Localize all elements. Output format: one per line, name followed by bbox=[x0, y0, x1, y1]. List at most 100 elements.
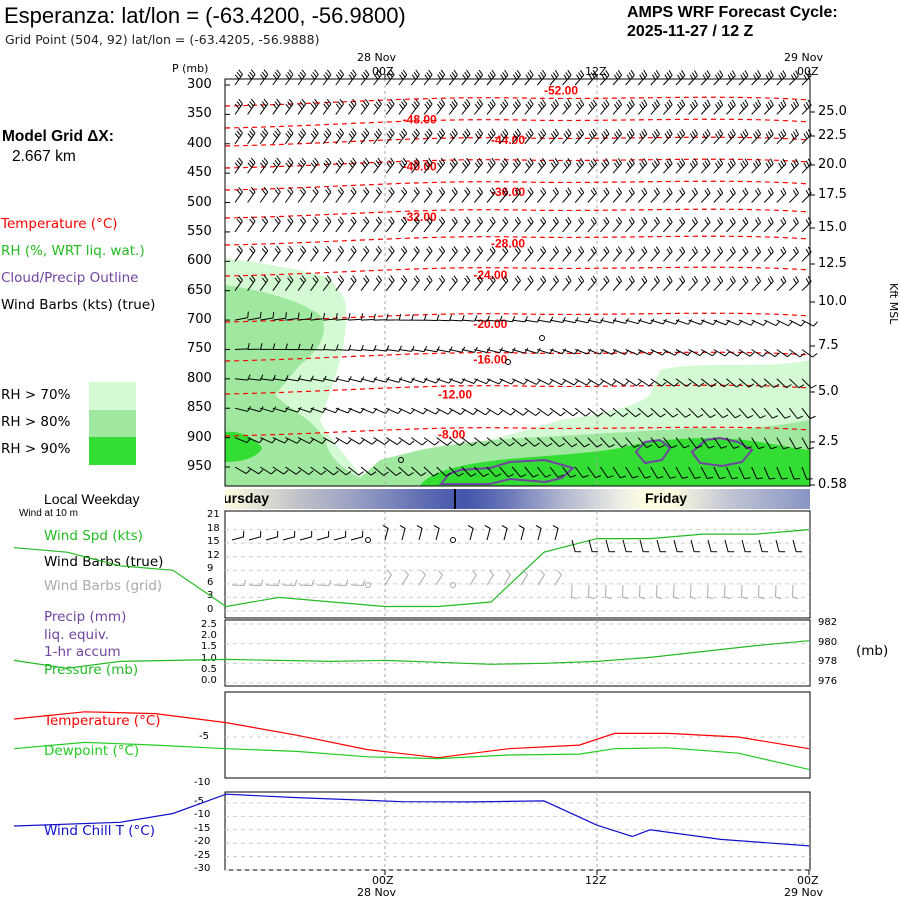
wind-barb bbox=[524, 216, 534, 233]
wind-barb bbox=[625, 378, 642, 387]
wind-barb bbox=[486, 216, 496, 233]
wind-barb bbox=[348, 466, 364, 476]
wind-barb bbox=[285, 343, 301, 351]
wind-barb bbox=[713, 349, 730, 357]
wind-barb bbox=[763, 246, 774, 262]
wind-barb bbox=[612, 466, 627, 479]
wind-barb bbox=[549, 246, 559, 262]
surface-wind-barb bbox=[741, 539, 752, 553]
wind-barb bbox=[234, 128, 243, 145]
wind-barb bbox=[789, 319, 806, 327]
wind-barb bbox=[625, 437, 640, 448]
wind-barb bbox=[776, 437, 790, 450]
pressure-tick-label: 950 bbox=[187, 459, 212, 474]
wind-barb bbox=[486, 128, 496, 145]
wind-barb bbox=[474, 246, 484, 262]
precip-label: Precip (mm) bbox=[44, 609, 127, 625]
wind-barb bbox=[650, 318, 667, 325]
wind-barb bbox=[272, 245, 281, 262]
wind-barb bbox=[726, 129, 736, 145]
wind-barb bbox=[499, 466, 514, 478]
wind-barb bbox=[663, 216, 673, 233]
wind-tick-label: 9 bbox=[207, 563, 214, 575]
wind-barb bbox=[637, 216, 648, 233]
wind-barb bbox=[436, 246, 446, 262]
wind-barb bbox=[411, 216, 420, 233]
wind-barb bbox=[663, 70, 673, 86]
wind-barb bbox=[675, 70, 686, 86]
wind-barb bbox=[310, 312, 325, 321]
wind-barb bbox=[675, 437, 690, 449]
wind-barb bbox=[751, 466, 763, 480]
wind-barb bbox=[486, 157, 496, 174]
legend-temperature: Temperature (°C) bbox=[1, 216, 118, 232]
wind-barb bbox=[587, 275, 597, 292]
wind-barb bbox=[688, 319, 705, 325]
wind-barb bbox=[537, 407, 554, 417]
wind-barb bbox=[386, 345, 402, 352]
wind-barb bbox=[297, 157, 307, 174]
wind-barb bbox=[461, 157, 471, 174]
wind-barb bbox=[234, 342, 250, 350]
wind-barb bbox=[297, 128, 307, 145]
wind-barb bbox=[385, 245, 395, 262]
wind-barb bbox=[461, 216, 471, 233]
wind-barb bbox=[411, 246, 420, 262]
wind-barb bbox=[272, 186, 281, 203]
wind-barb bbox=[738, 99, 749, 115]
calm-wind-circle bbox=[539, 335, 545, 341]
wind-tick-label: 18 bbox=[207, 522, 220, 534]
wind-barb bbox=[448, 246, 458, 262]
wind-barb bbox=[763, 319, 781, 327]
chill-tick-label: -25 bbox=[194, 849, 211, 861]
precip-tick-label: 1.5 bbox=[201, 641, 217, 653]
wind-barb bbox=[323, 407, 340, 414]
wind-barb bbox=[549, 466, 564, 478]
wind-barb bbox=[398, 407, 415, 415]
top-tick-00z-a: 00Z bbox=[372, 65, 394, 78]
wind-barb bbox=[763, 99, 774, 115]
precip-tick-label: 1.0 bbox=[201, 652, 217, 664]
wind-barb bbox=[663, 407, 679, 418]
wind-barb bbox=[650, 158, 660, 174]
surface-wind-barb bbox=[265, 530, 279, 541]
wind-barb bbox=[348, 187, 357, 203]
grid-wind-barb bbox=[570, 584, 578, 600]
wind-barb bbox=[423, 314, 440, 321]
wind-barb bbox=[423, 128, 433, 145]
wind-barb bbox=[348, 69, 357, 86]
wind-tick-label: 15 bbox=[207, 536, 220, 548]
sounding-frame bbox=[224, 78, 811, 487]
precip-accum-label: 1-hr accum bbox=[44, 644, 121, 660]
surface-wind-barb bbox=[605, 539, 616, 553]
wind-barb bbox=[335, 186, 344, 203]
temp-tick-minus10: -10 bbox=[194, 777, 211, 788]
wind-barb bbox=[650, 128, 660, 145]
wind-barb bbox=[612, 216, 623, 233]
wind-barb bbox=[688, 349, 705, 357]
wind-barb bbox=[411, 187, 420, 203]
wind-barbs-grid-label: Wind Barbs (grid) bbox=[44, 578, 163, 594]
wind-barb bbox=[448, 275, 458, 292]
temperature-line bbox=[13, 711, 810, 759]
wind-barb bbox=[272, 275, 281, 291]
wind-barb bbox=[726, 275, 736, 292]
wind-barb bbox=[675, 158, 686, 174]
wind-barb bbox=[751, 158, 762, 174]
wind-barb bbox=[499, 187, 509, 203]
wind-barb bbox=[663, 318, 680, 325]
wind-barb bbox=[423, 407, 441, 415]
wind-barb bbox=[700, 128, 711, 145]
wind-barb bbox=[688, 407, 704, 418]
wind-barb bbox=[637, 128, 648, 145]
surface-wind-barb bbox=[316, 530, 330, 541]
wind-barb bbox=[297, 407, 315, 413]
wind-barb bbox=[713, 158, 724, 174]
wind-barb bbox=[688, 187, 698, 203]
wind-barb bbox=[259, 245, 269, 262]
wind-barb bbox=[726, 407, 741, 419]
wind-barb bbox=[448, 99, 458, 115]
wind-barb bbox=[360, 69, 370, 86]
temp-tick-minus5: -5 bbox=[199, 731, 209, 742]
wind-barb bbox=[612, 158, 623, 174]
